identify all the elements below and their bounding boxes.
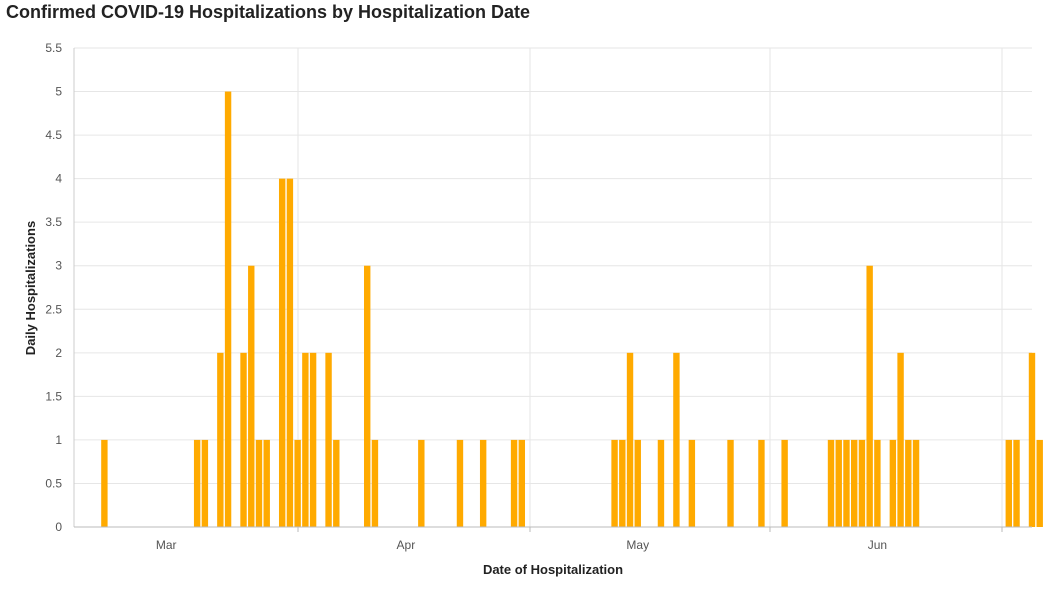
bar (1005, 439, 1012, 527)
bar (255, 439, 263, 527)
y-tick-label: 2 (55, 346, 62, 360)
bar (835, 439, 842, 527)
bar (611, 439, 618, 527)
bar (758, 439, 765, 527)
bar (510, 439, 518, 527)
bar (240, 352, 247, 527)
bar (479, 439, 487, 527)
x-tick-label: Jun (868, 538, 887, 552)
bars (101, 91, 1043, 528)
bar (217, 352, 224, 527)
bar (201, 439, 209, 527)
y-tick-label: 1.5 (45, 389, 62, 403)
bar (224, 91, 232, 527)
bar (1013, 439, 1020, 527)
bar (889, 439, 897, 527)
x-tick-label: Apr (397, 538, 416, 552)
y-tick-label: 5.5 (45, 41, 62, 55)
chart-title: Confirmed COVID-19 Hospitalizations by H… (6, 2, 531, 22)
bar (371, 439, 379, 527)
axes: 0 0.5 1 1.5 2 2.5 3 3.5 4 4.5 5 5.5 Mar Apr May Jun (45, 41, 1032, 552)
bar (727, 439, 734, 527)
bar (781, 439, 788, 527)
bar (309, 352, 317, 527)
bar (418, 439, 425, 527)
x-tick-label: May (626, 538, 649, 552)
x-axis-title: Date of Hospitalization (483, 562, 623, 577)
y-tick-label: 3.5 (45, 215, 62, 229)
bar (294, 439, 301, 527)
bar (897, 352, 904, 527)
y-tick-label: 2.5 (45, 302, 62, 316)
y-tick-label: 1 (55, 433, 62, 447)
bar (302, 352, 309, 527)
bar (866, 265, 873, 527)
bar (912, 439, 920, 527)
bar (858, 439, 866, 527)
bar (456, 439, 464, 527)
y-axis-title: Daily Hospitalizations (23, 221, 38, 355)
bar (193, 439, 201, 527)
bar (248, 265, 255, 527)
bar (364, 265, 371, 527)
bar (286, 178, 294, 528)
x-tick-label: Mar (156, 538, 177, 552)
bar (333, 439, 340, 527)
bar (657, 439, 665, 527)
y-tick-label: 0 (55, 520, 62, 534)
y-tick-label: 3 (55, 259, 62, 273)
bar (851, 439, 858, 527)
bar (278, 178, 286, 528)
y-tick-label: 4 (55, 172, 62, 186)
bar (325, 352, 332, 527)
bar (874, 439, 881, 527)
bar (1028, 352, 1036, 527)
bar (688, 439, 696, 527)
bar (626, 352, 634, 527)
y-tick-label: 4.5 (45, 128, 62, 142)
bar (673, 352, 680, 527)
y-tick-label: 5 (55, 85, 62, 99)
bar (843, 439, 850, 527)
bar (518, 439, 526, 527)
bar (263, 439, 270, 527)
bar (634, 439, 641, 527)
bar (619, 439, 626, 527)
y-tick-label: 0.5 (45, 476, 62, 490)
bar (827, 439, 835, 527)
bar (1036, 439, 1043, 527)
bar (905, 439, 912, 527)
bar (101, 439, 108, 527)
